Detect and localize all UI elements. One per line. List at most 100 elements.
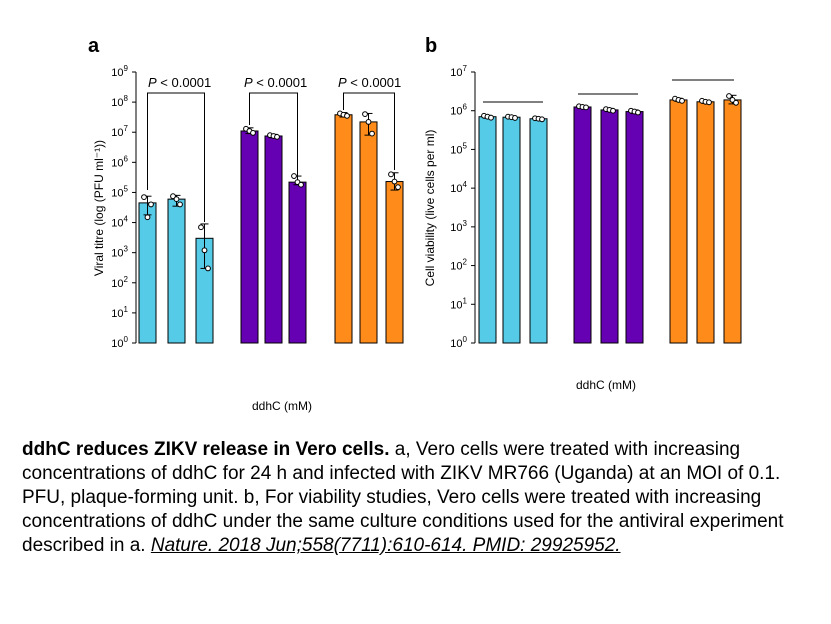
data-point [726, 93, 732, 99]
y-tick-base: 10 [111, 157, 123, 169]
y-tick-label: 108 [111, 94, 128, 109]
y-tick-base: 10 [111, 97, 123, 109]
y-tick-exponent: 3 [463, 219, 468, 228]
data-point [679, 97, 685, 104]
data-point [141, 194, 147, 201]
figure-caption: ddhC reduces ZIKV release in Vero cells.… [22, 438, 812, 558]
bar [600, 109, 619, 344]
bar [385, 181, 404, 344]
data-point [250, 129, 256, 136]
data-point [635, 109, 641, 116]
panel-b-label: b [425, 35, 437, 57]
bar [240, 130, 259, 344]
y-tick-label: 104 [111, 215, 128, 230]
p-value-label: P < 0.0001 [338, 75, 401, 90]
significance-bracket [343, 92, 395, 170]
y-tick-label: 100 [111, 335, 128, 350]
data-point [144, 214, 151, 221]
y-tick-exponent: 4 [124, 215, 129, 224]
y-tick-exponent: 3 [124, 245, 129, 254]
panel-a-xlabel: ddhC (mM) [252, 399, 312, 413]
y-tick-exponent: 5 [463, 141, 468, 150]
y-tick-exponent: 6 [463, 103, 468, 112]
data-point [362, 111, 368, 117]
bar [478, 116, 497, 344]
data-point [298, 181, 304, 188]
data-point [706, 99, 712, 106]
y-tick-base: 10 [450, 299, 462, 311]
y-tick-exponent: 2 [124, 275, 129, 284]
y-tick-exponent: 2 [463, 258, 468, 267]
p-value-text: < 0.0001 [157, 75, 212, 90]
y-tick-exponent: 8 [124, 94, 129, 103]
y-tick-label: 109 [111, 64, 128, 79]
y-tick-exponent: 4 [463, 180, 468, 189]
y-tick-label: 101 [450, 296, 467, 311]
bar [529, 118, 548, 344]
y-tick-label: 105 [111, 184, 128, 199]
y-tick-base: 10 [450, 338, 462, 350]
data-point [388, 171, 394, 178]
data-point [344, 112, 350, 119]
y-tick-exponent: 1 [124, 305, 129, 314]
y-tick-label: 102 [450, 258, 467, 273]
y-tick-base: 10 [111, 308, 123, 320]
data-point [177, 201, 183, 208]
bar [138, 202, 157, 344]
y-tick-exponent: 1 [463, 296, 468, 305]
bar [502, 116, 521, 344]
caption-body: a, Vero cells were treated with increasi… [22, 439, 784, 556]
data-point [198, 224, 204, 231]
y-tick-label: 106 [111, 154, 128, 169]
y-tick-base: 10 [111, 127, 123, 139]
data-point [274, 133, 280, 140]
figure-panels: a Viral titre (log (PFU ml⁻¹)) ddhC (mM)… [88, 35, 742, 413]
y-tick-base: 10 [111, 278, 123, 290]
p-symbol: P [148, 75, 157, 90]
p-value-text: < 0.0001 [347, 75, 402, 90]
y-tick-base: 10 [111, 338, 123, 350]
y-tick-base: 10 [450, 106, 462, 118]
y-tick-label: 102 [111, 275, 128, 290]
y-tick-label: 104 [450, 180, 467, 195]
y-tick-label: 107 [111, 124, 128, 139]
data-point [365, 119, 372, 125]
y-tick-label: 101 [111, 305, 128, 320]
data-point [173, 196, 180, 203]
panel-a-ylabel: Viral titre (log (PFU ml⁻¹)) [92, 140, 106, 276]
y-tick-exponent: 7 [463, 64, 468, 73]
y-tick-base: 10 [111, 187, 123, 199]
p-value-label: P < 0.0001 [148, 75, 211, 90]
y-tick-base: 10 [111, 248, 123, 260]
data-point [391, 178, 398, 185]
y-tick-exponent: 6 [124, 154, 129, 163]
y-tick-exponent: 7 [124, 124, 129, 133]
p-value-label: P < 0.0001 [244, 75, 307, 90]
y-tick-base: 10 [111, 67, 123, 79]
y-tick-label: 100 [450, 335, 467, 350]
p-value-text: < 0.0001 [253, 75, 308, 90]
data-point [148, 201, 154, 208]
y-tick-base: 10 [450, 261, 462, 273]
y-tick-label: 105 [450, 141, 467, 156]
bar [264, 135, 283, 344]
y-tick-exponent: 0 [124, 335, 129, 344]
bar [669, 99, 688, 344]
bar [723, 99, 742, 344]
y-tick-label: 103 [111, 245, 128, 260]
bar [288, 181, 307, 344]
y-tick-label: 107 [450, 64, 467, 79]
panel-b-ylabel: Cell viability (live cells per ml) [423, 130, 437, 287]
data-point [205, 265, 211, 272]
y-tick-exponent: 5 [124, 184, 129, 193]
data-point [369, 130, 375, 137]
data-point [512, 115, 518, 121]
bar [625, 111, 644, 344]
panel-a-label: a [88, 35, 100, 57]
y-tick-base: 10 [450, 67, 462, 79]
bar [573, 106, 592, 344]
bar [334, 114, 353, 344]
significance-bracket [249, 92, 298, 176]
